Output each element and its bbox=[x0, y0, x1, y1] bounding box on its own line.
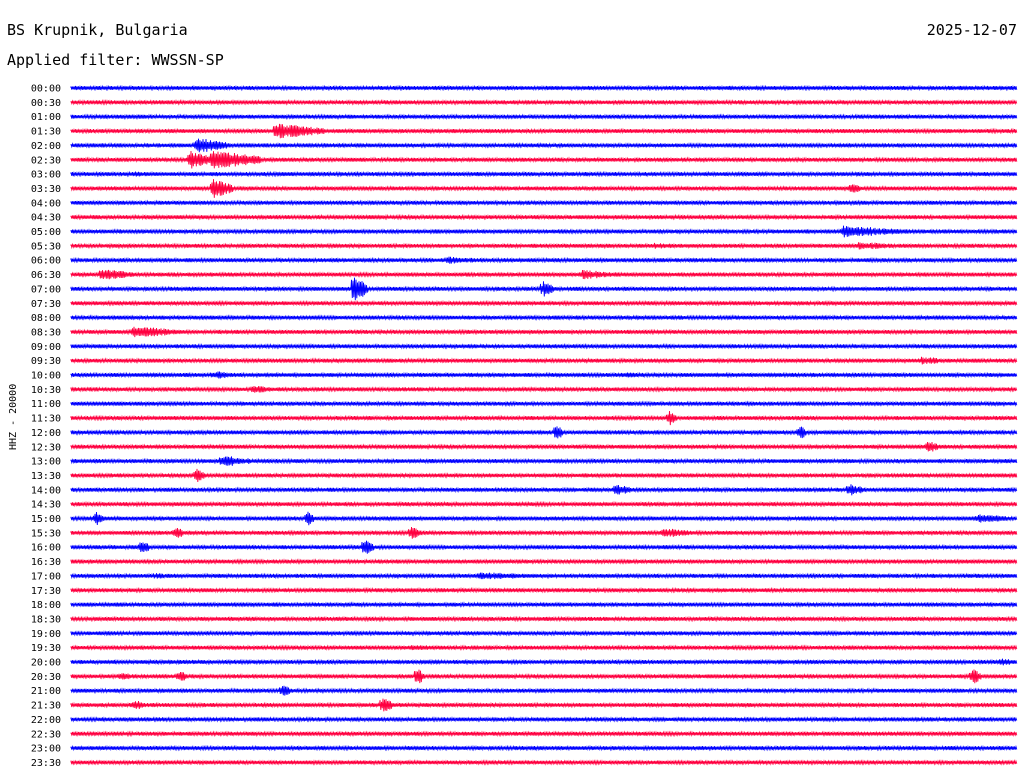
row-time-label: 01:30 bbox=[31, 127, 61, 138]
row-time-label: 08:00 bbox=[31, 313, 61, 324]
row-time-label: 23:30 bbox=[31, 758, 61, 769]
row-time-label: 08:30 bbox=[31, 327, 61, 338]
row-time-label: 22:30 bbox=[31, 729, 61, 740]
row-time-label: 06:00 bbox=[31, 256, 61, 267]
row-time-label: 23:00 bbox=[31, 744, 61, 755]
row-time-label: 07:30 bbox=[31, 299, 61, 310]
row-time-label: 11:30 bbox=[31, 414, 61, 425]
row-time-label: 13:00 bbox=[31, 457, 61, 468]
filter-label: Applied filter: WWSSN-SP bbox=[7, 51, 224, 69]
row-time-label: 01:00 bbox=[31, 112, 61, 123]
row-time-label: 16:30 bbox=[31, 557, 61, 568]
row-time-label: 11:00 bbox=[31, 399, 61, 410]
row-time-label: 07:00 bbox=[31, 284, 61, 295]
row-time-label: 12:30 bbox=[31, 442, 61, 453]
row-time-label: 02:00 bbox=[31, 141, 61, 152]
row-time-label: 16:00 bbox=[31, 543, 61, 554]
row-time-label: 00:30 bbox=[31, 98, 61, 109]
row-time-label: 17:30 bbox=[31, 586, 61, 597]
row-time-label: 10:00 bbox=[31, 371, 61, 382]
row-time-label: 20:30 bbox=[31, 672, 61, 683]
row-time-label: 04:30 bbox=[31, 213, 61, 224]
row-time-label: 15:00 bbox=[31, 514, 61, 525]
row-time-label: 12:00 bbox=[31, 428, 61, 439]
row-time-label: 21:00 bbox=[31, 686, 61, 697]
row-time-label: 19:30 bbox=[31, 643, 61, 654]
row-time-label: 10:30 bbox=[31, 385, 61, 396]
row-time-label: 18:00 bbox=[31, 600, 61, 611]
row-time-label: 14:00 bbox=[31, 485, 61, 496]
seismic-trace bbox=[70, 242, 1018, 250]
row-time-label: 09:30 bbox=[31, 356, 61, 367]
row-time-label: 13:30 bbox=[31, 471, 61, 482]
row-time-label: 22:00 bbox=[31, 715, 61, 726]
row-time-label: 19:00 bbox=[31, 629, 61, 640]
row-time-label: 05:30 bbox=[31, 241, 61, 252]
row-time-label: 14:30 bbox=[31, 500, 61, 511]
row-time-label: 18:30 bbox=[31, 614, 61, 625]
row-time-label: 20:00 bbox=[31, 658, 61, 669]
row-time-label: 21:30 bbox=[31, 701, 61, 712]
row-time-label: 06:30 bbox=[31, 270, 61, 281]
row-time-label: 05:00 bbox=[31, 227, 61, 238]
record-date: 2025-12-07 bbox=[926, 21, 1017, 39]
station-title: BS Krupnik, Bulgaria bbox=[7, 21, 188, 39]
row-time-label: 15:30 bbox=[31, 528, 61, 539]
row-time-label: 03:30 bbox=[31, 184, 61, 195]
row-time-label: 04:00 bbox=[31, 198, 61, 209]
row-time-label: 02:30 bbox=[31, 155, 61, 166]
row-time-label: 09:00 bbox=[31, 342, 61, 353]
row-time-label: 03:00 bbox=[31, 170, 61, 181]
row-time-label: 17:00 bbox=[31, 571, 61, 582]
row-time-label: 00:00 bbox=[31, 84, 61, 95]
